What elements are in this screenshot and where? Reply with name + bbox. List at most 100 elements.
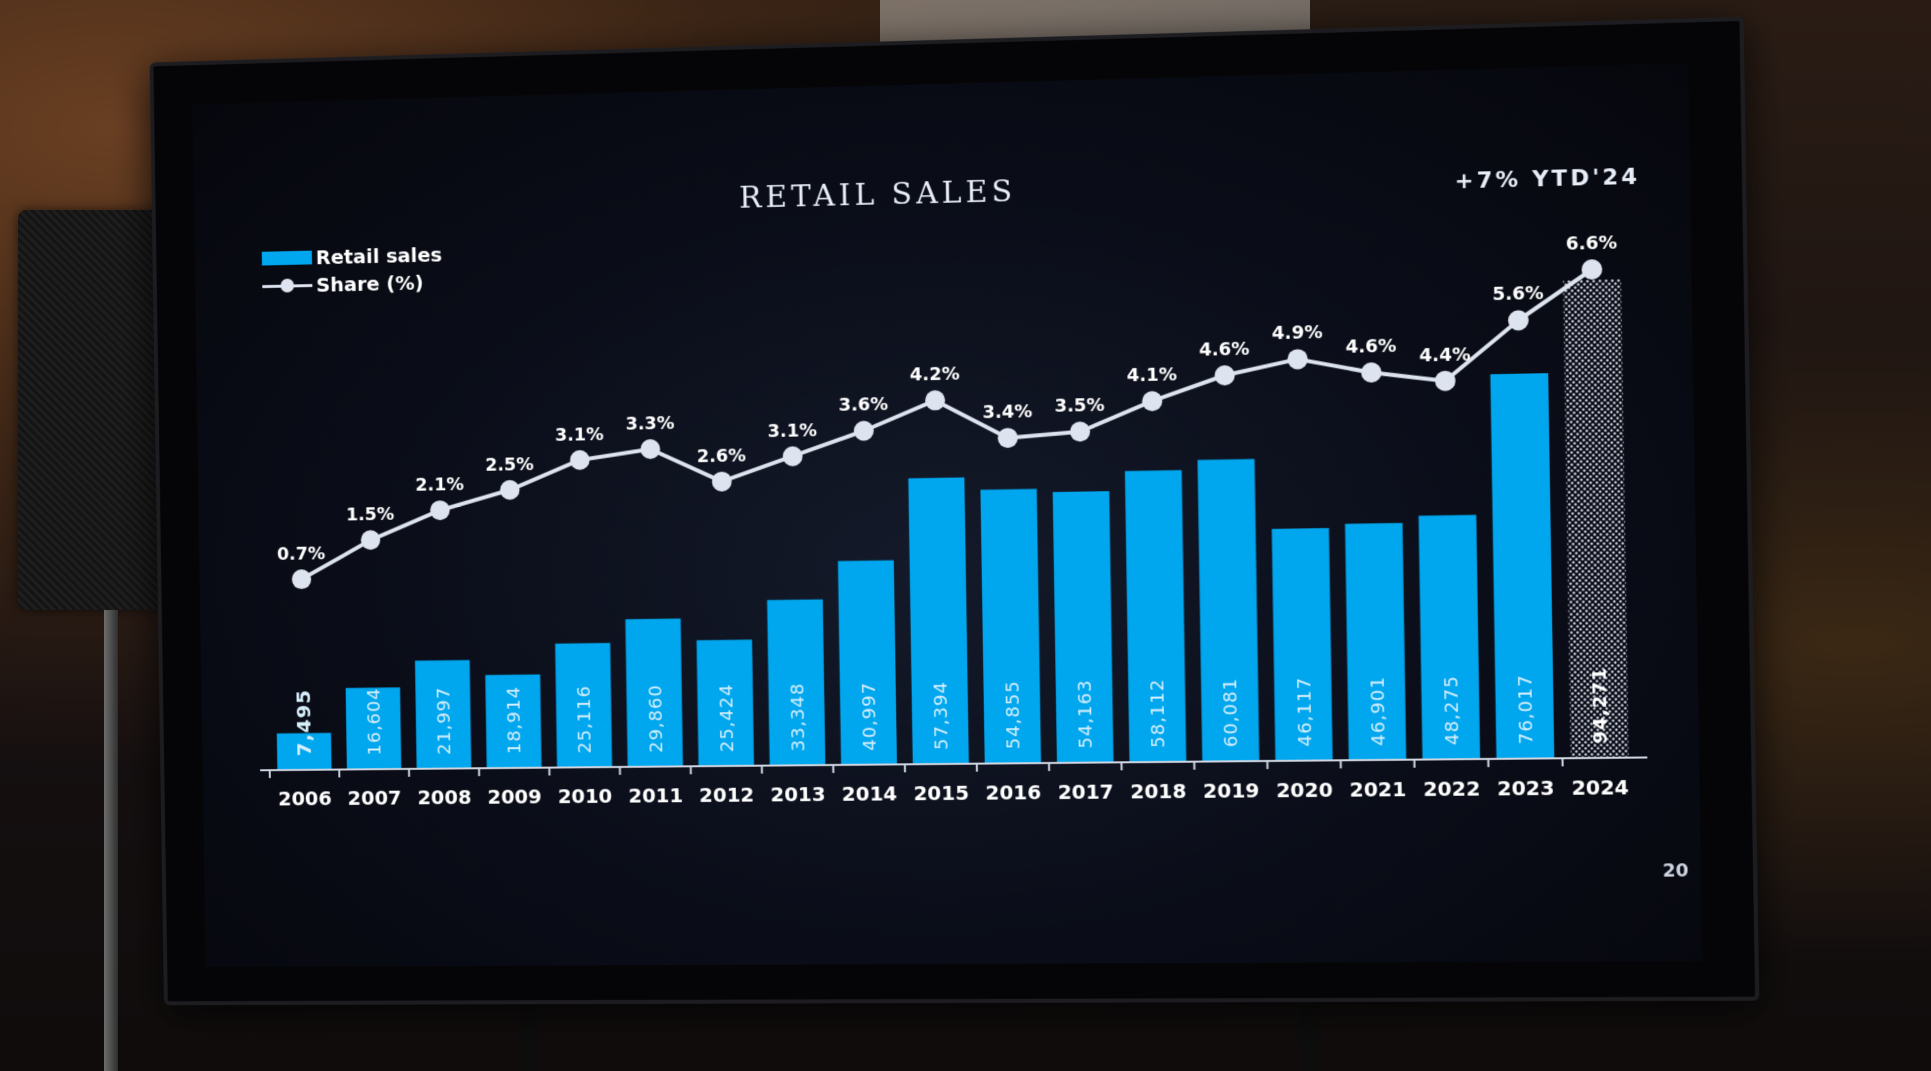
share-point-2016 xyxy=(997,427,1018,449)
share-label-2009: 2.5% xyxy=(485,454,534,476)
legend-item-share: Share (%) xyxy=(262,268,443,300)
legend-line-swatch xyxy=(262,278,312,293)
share-point-2012 xyxy=(711,471,732,492)
bar-value-label-2010: 25,116 xyxy=(574,685,596,753)
share-label-2007: 1.5% xyxy=(346,504,395,526)
bar-value-label-2015: 57,394 xyxy=(930,681,952,750)
bar-2017 xyxy=(1052,491,1114,763)
x-tick-label-2024: 2024 xyxy=(1571,776,1629,800)
bar-2019 xyxy=(1197,458,1260,762)
share-label-2014: 3.6% xyxy=(838,394,888,416)
legend-item-retail-sales: Retail sales xyxy=(261,241,443,273)
bar-value-label-2006: 7,495 xyxy=(292,689,315,756)
share-label-2013: 3.1% xyxy=(767,420,817,442)
x-tick-label-2019: 2019 xyxy=(1203,779,1260,803)
x-tick-label-2020: 2020 xyxy=(1276,778,1333,802)
share-point-2020 xyxy=(1287,348,1308,370)
bar-2020 xyxy=(1271,528,1333,761)
share-label-2020: 4.9% xyxy=(1272,322,1323,345)
share-point-2019 xyxy=(1214,365,1235,386)
share-label-2019: 4.6% xyxy=(1199,338,1250,360)
retail-sales-chart: 7,495 16,604 21,997 18,914 25,116 29,860 25,42… xyxy=(192,232,1702,810)
share-label-2018: 4.1% xyxy=(1126,364,1177,386)
share-label-2021: 4.6% xyxy=(1345,335,1396,358)
share-label-2024: 6.6% xyxy=(1566,232,1618,255)
bar-2006 xyxy=(276,732,332,771)
share-label-2022: 4.4% xyxy=(1419,344,1471,367)
bar-value-label-2014: 40,997 xyxy=(859,682,881,751)
x-tick-label-2009: 2009 xyxy=(487,785,542,808)
share-point-2008 xyxy=(430,500,450,521)
bar-value-label-2017: 54,163 xyxy=(1075,679,1097,748)
bar-2011 xyxy=(625,618,683,767)
bar-value-label-2020: 46,117 xyxy=(1293,677,1316,747)
bar-2010 xyxy=(555,642,613,768)
x-tick-label-2022: 2022 xyxy=(1423,777,1480,801)
share-line-group: 0.7% 1.5% 2.1% 2.5% 3.1% 3.3% 2.6% 3.1% 3.6% 4.2%… xyxy=(277,232,1618,590)
bar-value-label-2023: 76,017 xyxy=(1515,674,1538,744)
x-tick-label-2006: 2006 xyxy=(278,787,332,810)
bar-2008 xyxy=(415,660,472,769)
share-point-2009 xyxy=(499,479,520,500)
corner-note: 20 xyxy=(1662,860,1689,882)
share-label-2016: 3.4% xyxy=(982,401,1032,423)
speaker-stand xyxy=(104,610,118,1071)
x-axis: 2006 2007 2008 2009 2010 2011 2012 2013 2014 2015… xyxy=(260,757,1648,810)
share-label-2017: 3.5% xyxy=(1054,395,1105,417)
legend-line-label: Share (%) xyxy=(316,270,424,297)
bar-value-label-2018: 58,112 xyxy=(1147,678,1170,748)
bar-2015 xyxy=(908,477,969,765)
share-point-2015 xyxy=(925,390,945,411)
x-tick-label-2007: 2007 xyxy=(347,787,401,810)
share-point-2014 xyxy=(853,420,874,441)
x-tick-label-2013: 2013 xyxy=(770,783,825,807)
bar-value-label-2013: 33,348 xyxy=(787,683,809,752)
share-point-2010 xyxy=(569,449,590,471)
ytd-label: +7% YTD'24 xyxy=(1454,164,1641,195)
x-tick-label-2014: 2014 xyxy=(842,782,898,806)
bar-2016 xyxy=(980,488,1042,764)
x-tick-label-2016: 2016 xyxy=(985,781,1041,805)
bar-value-label-2019: 60,081 xyxy=(1220,678,1243,748)
share-point-2013 xyxy=(782,446,803,467)
share-point-2021 xyxy=(1360,362,1382,383)
legend: Retail sales Share (%) xyxy=(261,241,443,300)
share-label-2015: 4.2% xyxy=(910,364,960,386)
x-tick-label-2018: 2018 xyxy=(1130,780,1187,804)
bar-2014 xyxy=(837,560,897,765)
bar-value-label-2024: 94,271 xyxy=(1589,667,1612,744)
bar-2013 xyxy=(767,599,826,766)
share-label-2011: 3.3% xyxy=(625,413,674,435)
bar-value-label-2012: 25,424 xyxy=(716,683,738,752)
bars-group: 7,495 16,604 21,997 18,914 25,116 29,860 25,42… xyxy=(276,279,1629,771)
share-label-2023: 5.6% xyxy=(1492,283,1544,306)
bar-2021 xyxy=(1345,522,1407,761)
bar-value-label-2022: 48,275 xyxy=(1441,675,1464,745)
bar-value-label-2016: 54,855 xyxy=(1002,680,1024,749)
share-point-2017 xyxy=(1069,421,1091,442)
x-tick-label-2008: 2008 xyxy=(417,786,471,809)
bar-value-label-2011: 29,860 xyxy=(645,684,667,753)
share-label-2010: 3.1% xyxy=(555,424,604,446)
bar-2007 xyxy=(345,687,402,770)
bar-2012 xyxy=(696,639,754,767)
slide: 7,495 16,604 21,997 18,914 25,116 29,860 25,42… xyxy=(192,63,1703,967)
bar-value-label-2021: 46,901 xyxy=(1367,676,1390,746)
bar-2018 xyxy=(1124,470,1187,763)
share-point-2011 xyxy=(640,439,661,460)
bar-value-label-2007: 16,604 xyxy=(364,687,386,755)
tv-screen: 7,495 16,604 21,997 18,914 25,116 29,860 25,42… xyxy=(149,16,1760,1006)
bar-2022 xyxy=(1418,514,1481,760)
x-tick-label-2012: 2012 xyxy=(699,783,754,807)
x-tick-label-2023: 2023 xyxy=(1497,776,1555,800)
bar-value-label-2009: 18,914 xyxy=(504,686,526,754)
share-label-2008: 2.1% xyxy=(415,474,464,496)
x-tick-label-2015: 2015 xyxy=(913,782,969,806)
bar-value-label-2008: 21,997 xyxy=(434,687,456,755)
bar-2023 xyxy=(1490,373,1555,759)
share-point-2018 xyxy=(1141,390,1163,412)
bar-2024 xyxy=(1563,279,1629,759)
bar-2009 xyxy=(485,674,542,769)
x-tick-label-2011: 2011 xyxy=(628,784,683,808)
